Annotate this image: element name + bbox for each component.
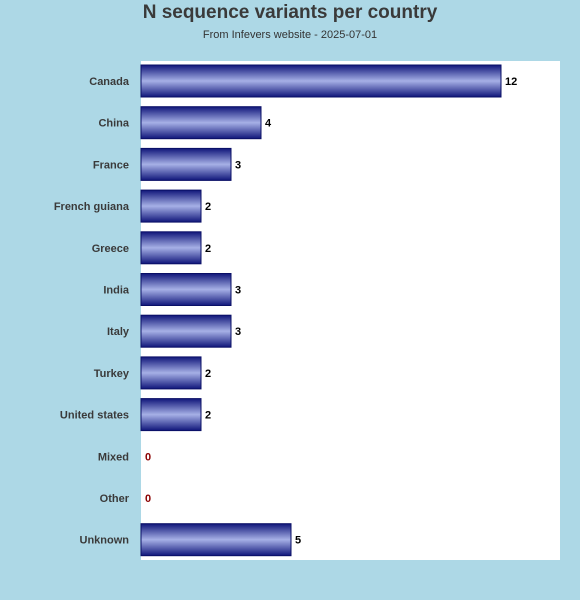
plot-area [141,61,560,560]
bar [140,189,202,223]
value-label: 4 [265,118,272,130]
category-label: India [103,285,130,297]
value-label: 12 [505,76,517,88]
value-label: 5 [295,535,301,547]
category-label: France [93,159,129,171]
bar [140,64,502,98]
bar [140,273,232,306]
category-label: China [98,118,129,130]
value-label: 0 [145,451,151,463]
bar [140,106,262,140]
category-label: Other [100,493,130,505]
category-label: United states [60,410,129,422]
chart-subtitle: From Infevers website - 2025-07-01 [202,29,378,41]
chart-title: N sequence variants per country [142,2,438,23]
bar [140,147,232,181]
bar [140,398,202,432]
value-label: 0 [145,493,151,505]
value-label: 3 [235,285,241,297]
category-label: Mixed [98,451,129,463]
value-label: 2 [205,243,211,255]
category-label: Unknown [80,535,130,547]
category-label: French guiana [54,201,130,213]
value-label: 2 [205,368,211,380]
category-label: Greece [92,243,129,255]
bar [140,231,202,265]
bar [140,314,232,348]
category-label: Canada [89,76,130,88]
category-label: Turkey [94,368,130,380]
bar [140,356,202,390]
bar [140,523,292,557]
value-label: 3 [235,326,241,338]
value-label: 2 [205,201,211,213]
value-label: 2 [205,410,211,422]
value-label: 3 [235,159,241,171]
category-label: Italy [107,326,130,338]
